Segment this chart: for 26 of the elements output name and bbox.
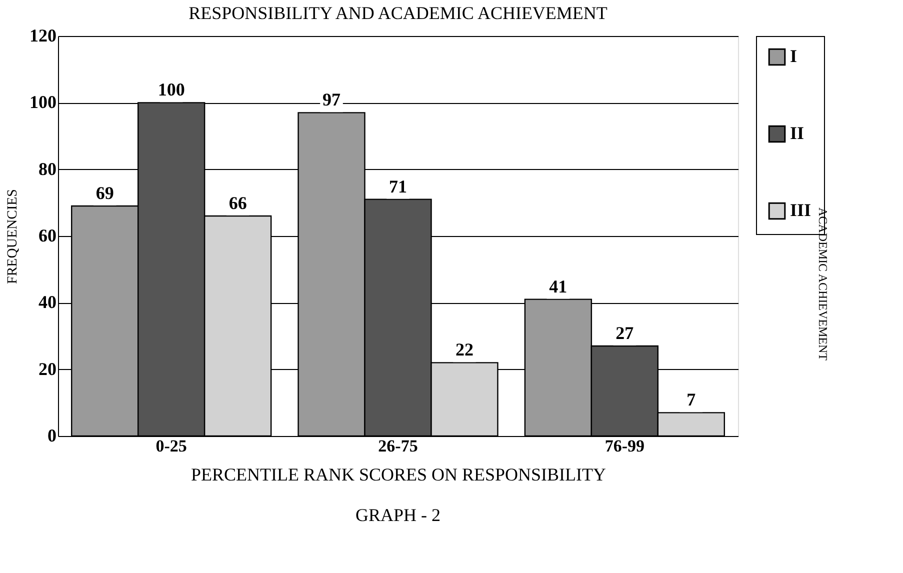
- x-tick-label: 26-75: [378, 436, 418, 456]
- data-label: 69: [96, 183, 114, 203]
- y-tick-label: 60: [38, 226, 56, 246]
- data-label: 97: [322, 90, 341, 110]
- data-label: 27: [616, 323, 634, 343]
- data-label: 66: [228, 193, 247, 213]
- y-tick-label: 80: [38, 158, 56, 179]
- y-tick-label: 0: [48, 426, 56, 446]
- data-label: 7: [686, 390, 696, 410]
- legend-label: III: [790, 200, 812, 220]
- data-label: 22: [455, 340, 474, 360]
- data-label: 100: [158, 80, 185, 100]
- legend-label: I: [790, 46, 798, 66]
- y-tick-label: 100: [30, 92, 56, 112]
- legend-label: II: [790, 123, 804, 143]
- x-axis-title: PERCENTILE RANK SCORES ON RESPONSIBILITY: [190, 464, 606, 484]
- text: GRAPH - 2: [355, 505, 441, 525]
- data-label: 41: [549, 276, 568, 296]
- chart-title: RESPONSIBILITY AND ACADEMIC ACHIEVEMENT: [188, 3, 608, 23]
- y-tick-label: 120: [30, 26, 56, 46]
- y-tick-label: 20: [38, 358, 56, 379]
- x-tick-label: 0-25: [156, 436, 187, 456]
- y-axis-title: FREQUENCIES: [6, 189, 20, 284]
- data-label: 71: [389, 176, 407, 196]
- y-tick-label: 40: [38, 292, 56, 312]
- x-tick-label: 76-99: [604, 436, 645, 456]
